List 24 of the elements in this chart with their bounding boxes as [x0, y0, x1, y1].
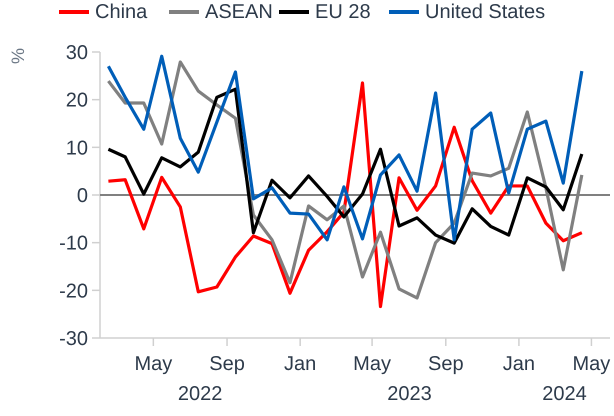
x-tick-label: Jan [284, 353, 316, 375]
y-tick-label: 10 [66, 137, 88, 160]
y-tick-label: -10 [59, 232, 88, 255]
y-axis-title: % [8, 48, 28, 64]
x-tick-label: May [572, 353, 610, 375]
text: 2022 [178, 383, 222, 405]
x-tick-label: May [134, 353, 172, 375]
line-series [106, 88, 584, 245]
y-tick-label: 20 [66, 90, 88, 112]
y-tick-label: -30 [59, 328, 88, 350]
legend-label: EU 28 [315, 1, 371, 23]
legend-label: China [95, 1, 148, 23]
y-tick-label: 0 [76, 185, 88, 207]
y-tick-label: -20 [59, 280, 88, 302]
text: 2023 [387, 383, 432, 405]
x-tick-label: Sep [209, 353, 245, 375]
legend-label: United States [425, 1, 546, 23]
x-tick-label: May [353, 353, 391, 375]
text: 2024 [542, 383, 587, 405]
legend-label: ASEAN [205, 1, 273, 23]
line-series [106, 54, 584, 242]
x-tick-label: Jan [502, 353, 536, 375]
x-tick-label: Sep [428, 353, 464, 375]
y-tick-label: 30 [66, 42, 88, 64]
